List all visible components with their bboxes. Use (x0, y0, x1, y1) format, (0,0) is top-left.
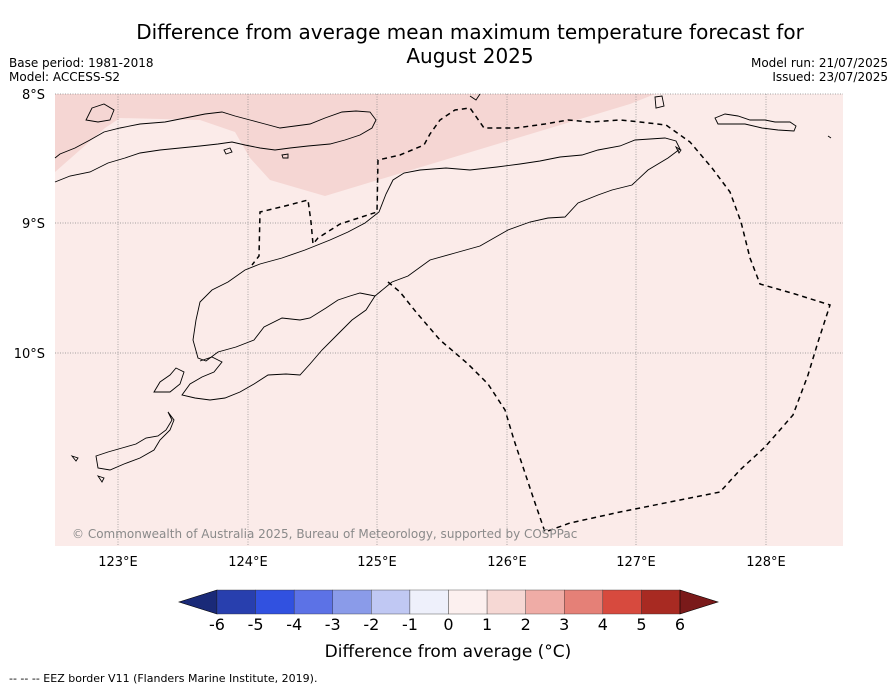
model-run-label: Model run: 21/07/2025 (750, 56, 888, 70)
coastlines (54, 93, 832, 483)
colorbar-bin (602, 589, 642, 615)
footnote: -- -- -- EEZ border V11 (Flanders Marine… (9, 672, 318, 685)
lat-tick-label: 8°S (22, 88, 45, 103)
colorbar-bin (371, 589, 411, 615)
warm-anomaly-region (55, 94, 655, 196)
colorbar-bin (448, 589, 488, 615)
colorbar: -6 -5 -4 -3 -2 -1 0 1 2 3 4 5 6 (178, 589, 719, 634)
colorbar-bin (332, 589, 372, 615)
colorbar-tick-label: 1 (482, 615, 492, 634)
lon-tick-label: 128°E (746, 555, 786, 570)
colorbar-bin (525, 589, 565, 615)
meta-right: Model run: 21/07/2025 Issued: 23/07/2025 (751, 56, 888, 84)
colorbar-tick-label: -2 (363, 615, 379, 634)
lon-tick-label: 123°E (98, 555, 138, 570)
colorbar-tick-label: 5 (636, 615, 646, 634)
lon-tick-label: 126°E (487, 555, 527, 570)
model-label: Model: ACCESS-S2 (9, 70, 121, 84)
colorbar-bin (216, 589, 256, 615)
copyright-text: © Commonwealth of Australia 2025, Bureau… (72, 527, 577, 541)
colorbar-tick-label: 2 (521, 615, 531, 634)
colorbar-tick-label: -6 (209, 615, 225, 634)
colorbar-tick-label: 0 (443, 615, 453, 634)
colorbar-bin (293, 589, 333, 615)
lon-tick-label: 124°E (228, 555, 268, 570)
eez-border (251, 107, 831, 533)
colorbar-tick-label: -3 (325, 615, 341, 634)
page-title: Difference from average mean maximum tem… (136, 20, 804, 68)
colorbar-bin (486, 589, 526, 615)
colorbar-tick-label: 4 (598, 615, 608, 634)
colorbar-bin (641, 589, 681, 615)
colorbar-tick-label: 3 (559, 615, 569, 634)
colorbar-bin (255, 589, 295, 615)
colorbar-extend-high (679, 589, 719, 615)
colorbar-bin (564, 589, 604, 615)
map-background (55, 94, 843, 546)
gridlines (55, 93, 843, 546)
issued-label: Issued: 23/07/2025 (772, 70, 888, 84)
colorbar-extend-low (178, 589, 218, 615)
lon-tick-label: 127°E (616, 555, 656, 570)
colorbar-title: Difference from average (°C) (324, 642, 572, 662)
colorbar-tick-label: -4 (286, 615, 302, 634)
lat-tick-label: 10°S (14, 347, 45, 362)
colorbar-tick-label: -5 (248, 615, 264, 634)
colorbar-bin (409, 589, 449, 615)
lon-tick-label: 125°E (357, 555, 397, 570)
meta-left: Base period: 1981-2018 Model: ACCESS-S2 (9, 56, 154, 84)
lat-tick-label: 9°S (22, 217, 45, 232)
base-period-label: Base period: 1981-2018 (9, 56, 154, 70)
colorbar-tick-label: 6 (675, 615, 685, 634)
colorbar-tick-label: -1 (402, 615, 418, 634)
